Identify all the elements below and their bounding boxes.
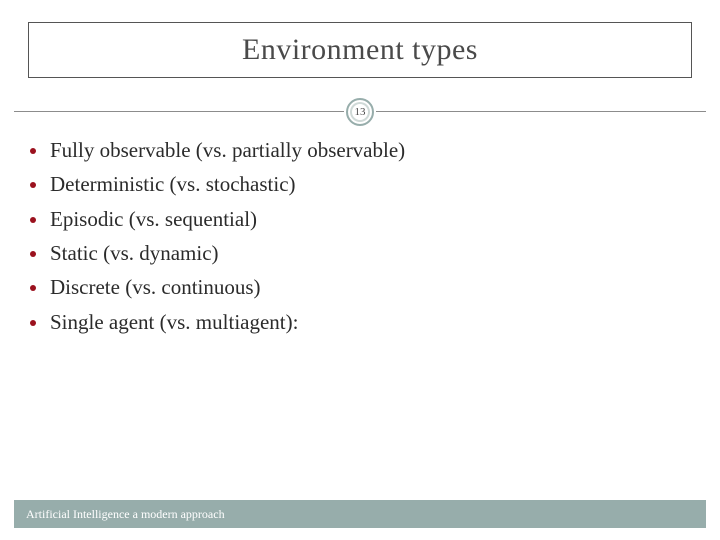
footer-label: Artificial Intelligence a modern approac…: [26, 507, 225, 522]
slide: Environment types 13 Fully observable (v…: [0, 0, 720, 540]
list-item: Episodic (vs. sequential): [30, 205, 690, 233]
bullet-icon: [30, 285, 36, 291]
bullet-label: Discrete (vs. continuous): [50, 273, 261, 301]
bullet-icon: [30, 148, 36, 154]
content-area: Fully observable (vs. partially observab…: [30, 136, 690, 342]
bullet-icon: [30, 217, 36, 223]
bullet-label: Static (vs. dynamic): [50, 239, 219, 267]
title-box: Environment types: [28, 22, 692, 78]
list-item: Discrete (vs. continuous): [30, 273, 690, 301]
list-item: Single agent (vs. multiagent):: [30, 308, 690, 336]
page-number-badge: 13: [346, 98, 374, 126]
bullet-label: Episodic (vs. sequential): [50, 205, 257, 233]
divider: 13: [0, 98, 720, 126]
bullet-icon: [30, 320, 36, 326]
list-item: Static (vs. dynamic): [30, 239, 690, 267]
bullet-label: Single agent (vs. multiagent):: [50, 308, 298, 336]
slide-title: Environment types: [242, 33, 478, 67]
bullet-label: Fully observable (vs. partially observab…: [50, 136, 405, 164]
page-number: 13: [355, 106, 366, 118]
list-item: Deterministic (vs. stochastic): [30, 170, 690, 198]
bullet-label: Deterministic (vs. stochastic): [50, 170, 296, 198]
bullet-icon: [30, 182, 36, 188]
list-item: Fully observable (vs. partially observab…: [30, 136, 690, 164]
divider-line-left: [14, 111, 344, 112]
divider-line-right: [376, 111, 706, 112]
footer-bar: Artificial Intelligence a modern approac…: [14, 500, 706, 528]
bullet-icon: [30, 251, 36, 257]
